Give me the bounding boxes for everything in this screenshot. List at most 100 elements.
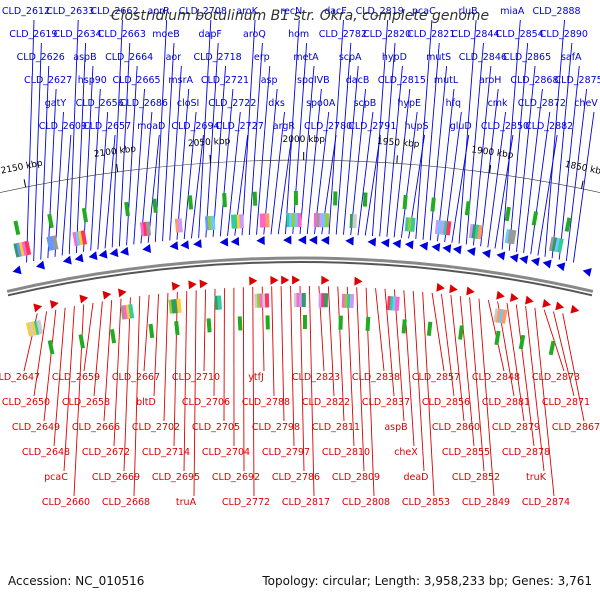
- category-block: [510, 229, 517, 245]
- forward-gene-arrow: [35, 260, 45, 270]
- reverse-gene-label: cheX: [394, 447, 418, 458]
- label-leader-line: [346, 286, 355, 447]
- label-leader-line: [163, 292, 169, 422]
- reverse-gene-arrow: [449, 284, 458, 294]
- feature-marker: [78, 334, 85, 349]
- label-leader-line: [93, 301, 103, 397]
- category-block: [324, 213, 330, 228]
- reverse-gene-arrow: [281, 275, 290, 285]
- label-leader-line: [371, 19, 389, 237]
- forward-gene-arrow: [345, 236, 354, 246]
- forward-gene-arrow: [380, 238, 390, 248]
- forward-gene-label: CLD_2633: [46, 6, 94, 17]
- reverse-gene-arrow: [49, 300, 59, 309]
- reverse-gene-arrow: [555, 301, 565, 311]
- forward-gene-arrow: [542, 259, 552, 269]
- feature-marker: [47, 340, 55, 355]
- label-leader-line: [263, 88, 278, 235]
- scale-ticks: 2150 kbp 2100 kbp 2050 kbp 2000 kbp 1950 kbp…: [0, 135, 600, 189]
- forward-gene-label: hupS: [404, 121, 428, 132]
- forward-gene-label: aspB: [73, 52, 96, 63]
- reverse-gene-label: aspB: [384, 422, 407, 433]
- category-block: [557, 238, 564, 253]
- category-block: [36, 319, 44, 335]
- forward-gene-arrow: [442, 244, 452, 254]
- forward-gene-label: CLD_2782: [319, 29, 367, 40]
- scale-tick-label: 2150 kbp: [0, 158, 44, 176]
- scale-tick: [489, 164, 492, 173]
- feature-marker: [548, 340, 556, 356]
- scale-tick-label: 2100 kbp: [93, 144, 137, 159]
- category-block: [501, 309, 508, 324]
- label-leader-line: [75, 42, 87, 254]
- reverse-gene-label: CLD_2881: [482, 397, 530, 408]
- label-leader-line: [40, 65, 50, 260]
- label-leader-line: [183, 111, 197, 240]
- forward-gene-arrow: [509, 253, 519, 263]
- gene-labels: CLD_2612 CLD_2619 CLD_2626 CLD_2627 gatY CLD_…: [0, 6, 600, 508]
- forward-gene-label: metA: [293, 52, 319, 63]
- feature-marker: [365, 316, 371, 331]
- feature-marker: [401, 319, 407, 334]
- feature-marker: [81, 207, 88, 223]
- category-block: [410, 217, 416, 232]
- forward-gene-label: gluD: [450, 121, 472, 132]
- forward-gene-arrow: [582, 268, 592, 277]
- reverse-gene-label: pcaC: [44, 472, 68, 483]
- reverse-gene-label: CLD_2871: [542, 397, 590, 408]
- forward-gene-label: recN: [280, 6, 302, 17]
- forward-gene-label: msrA: [168, 75, 193, 86]
- reverse-gene-label: deaD: [403, 472, 428, 483]
- label-leader-line: [256, 65, 271, 235]
- reverse-gene-arrow: [321, 275, 330, 285]
- category-block: [477, 224, 483, 240]
- forward-gene-label: cheV: [574, 98, 598, 109]
- label-leader-line: [140, 111, 153, 244]
- label-leader-line: [285, 19, 300, 235]
- reverse-gene-label: ytfJ: [248, 372, 264, 383]
- label-leader-line: [190, 134, 204, 239]
- feature-marker: [458, 325, 464, 340]
- forward-gene-label: cloSI: [177, 98, 200, 109]
- scale-tick: [581, 180, 584, 189]
- reverse-gene-label: CLD_2702: [132, 422, 180, 433]
- reverse-gene-arrow: [102, 290, 112, 300]
- label-leader-line: [543, 309, 565, 372]
- forward-gene-label: spoIVB: [297, 75, 330, 86]
- forward-strand-track: [12, 235, 592, 277]
- forward-gene-arrow: [481, 249, 491, 259]
- forward-gene-label: aor: [166, 52, 182, 63]
- forward-gene-label: hsp90: [78, 75, 107, 86]
- forward-gene-label: CLD_2708: [179, 6, 227, 17]
- label-leader-line: [306, 88, 322, 235]
- label-leader-line: [469, 297, 485, 472]
- category-block: [265, 213, 270, 228]
- label-leader-line: [572, 111, 595, 263]
- forward-gene-label: CLD_2868: [510, 75, 558, 86]
- forward-gene-label: aroH: [479, 75, 501, 86]
- forward-gene-label: CLD_2780: [304, 121, 352, 132]
- feature-marker: [531, 211, 539, 226]
- label-leader-line: [280, 286, 285, 422]
- label-leader-line: [53, 307, 66, 447]
- reverse-gene-arrow: [171, 281, 181, 291]
- forward-gene-label: hypE: [397, 98, 421, 109]
- label-leader-line: [506, 302, 525, 422]
- forward-gene-arrow: [496, 251, 506, 261]
- label-leader-line: [450, 294, 465, 422]
- label-leader-line: [544, 19, 565, 257]
- reverse-gene-arrow: [188, 280, 197, 290]
- reverse-gene-label: CLD_2811: [312, 422, 360, 433]
- category-block: [323, 293, 329, 308]
- label-leader-line: [153, 293, 159, 397]
- label-leader-line: [198, 19, 212, 238]
- label-leader-line: [441, 293, 455, 397]
- forward-gene-arrow: [219, 237, 229, 247]
- label-leader-line: [162, 42, 175, 242]
- backbone-inner: [7, 261, 593, 297]
- feature-marker: [174, 320, 180, 336]
- feature-marker: [252, 191, 258, 206]
- reverse-gene-arrow: [466, 286, 475, 296]
- scale-ring: [0, 159, 600, 193]
- label-leader-line: [558, 65, 580, 260]
